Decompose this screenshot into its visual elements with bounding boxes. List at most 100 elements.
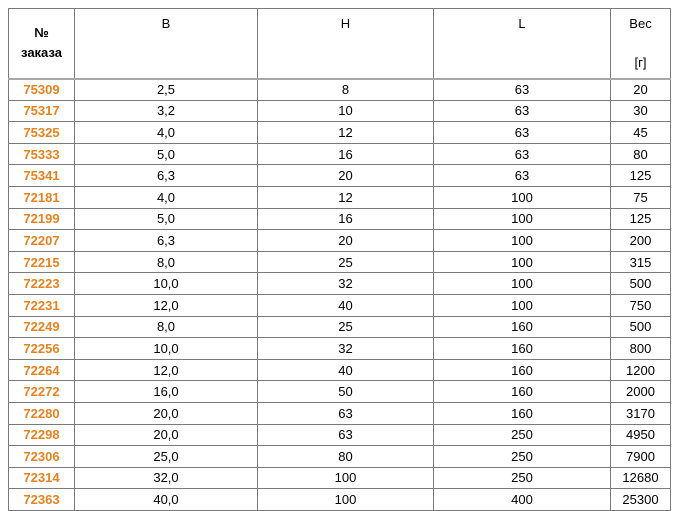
h-value-cell: 10	[257, 99, 434, 123]
weight-value-cell: 30	[610, 99, 671, 123]
weight-value-cell: 200	[610, 229, 671, 252]
b-value-cell: 3,2	[74, 99, 258, 123]
weight-value-cell: 25300	[610, 488, 671, 511]
col-header-order-number: № заказа	[8, 8, 75, 80]
order-number-cell[interactable]: 75309	[8, 78, 75, 101]
order-number-cell[interactable]: 72280	[8, 401, 75, 425]
b-value-cell: 10,0	[74, 337, 258, 360]
table-row: 72215 8,0 25 100 315	[8, 250, 671, 274]
order-number-cell[interactable]: 72363	[8, 488, 75, 511]
b-value-cell: 16,0	[74, 380, 258, 403]
table-row: 72207 6,3 20 100 200	[8, 229, 671, 252]
table-row: 72223 10,0 32 100 500	[8, 272, 671, 295]
table-row: 75341 6,3 20 63 125	[8, 164, 671, 187]
col-header-b: B	[74, 8, 258, 80]
order-number-cell[interactable]: 75341	[8, 164, 75, 187]
weight-value-cell: 500	[610, 315, 671, 339]
l-value-cell: 63	[433, 78, 611, 101]
col-header-order-line1: №	[34, 25, 49, 41]
weight-value-cell: 75	[610, 185, 671, 209]
b-value-cell: 20,0	[74, 401, 258, 425]
b-value-cell: 40,0	[74, 488, 258, 511]
b-value-cell: 6,3	[74, 164, 258, 187]
l-value-cell: 63	[433, 99, 611, 123]
l-value-cell: 100	[433, 293, 611, 317]
col-header-h: H	[257, 8, 434, 80]
b-value-cell: 8,0	[74, 250, 258, 274]
l-value-cell: 160	[433, 358, 611, 382]
l-value-cell: 63	[433, 121, 611, 144]
order-number-cell[interactable]: 72231	[8, 293, 75, 317]
weight-value-cell: 315	[610, 250, 671, 274]
h-value-cell: 25	[257, 315, 434, 339]
order-number-cell[interactable]: 72272	[8, 380, 75, 403]
l-value-cell: 100	[433, 250, 611, 274]
l-value-cell: 63	[433, 142, 611, 166]
l-value-cell: 250	[433, 466, 611, 490]
order-number-cell[interactable]: 72223	[8, 272, 75, 295]
b-value-cell: 10,0	[74, 272, 258, 295]
weight-value-cell: 80	[610, 142, 671, 166]
l-value-cell: 160	[433, 380, 611, 403]
weight-value-cell: 3170	[610, 401, 671, 425]
table-row: 72314 32,0 100 250 12680	[8, 466, 671, 490]
table-row: 72231 12,0 40 100 750	[8, 293, 671, 317]
weight-value-cell: 125	[610, 164, 671, 187]
h-value-cell: 63	[257, 401, 434, 425]
l-value-cell: 160	[433, 315, 611, 339]
h-value-cell: 16	[257, 142, 434, 166]
b-value-cell: 4,0	[74, 121, 258, 144]
l-value-cell: 400	[433, 488, 611, 511]
col-header-weight-label: Вес	[629, 16, 652, 31]
order-number-cell[interactable]: 72306	[8, 445, 75, 468]
weight-value-cell: 500	[610, 272, 671, 295]
table-row: 72363 40,0 100 400 25300	[8, 488, 671, 511]
table-body: 75309 2,5 8 63 20 75317 3,2 10 63 30 75325 4,0 12 63 4…	[8, 78, 671, 511]
order-number-cell[interactable]: 72215	[8, 250, 75, 274]
b-value-cell: 20,0	[74, 423, 258, 447]
order-number-cell[interactable]: 72181	[8, 185, 75, 209]
table-row: 75333 5,0 16 63 80	[8, 142, 671, 166]
header-row: № заказа B H L Вес [г]	[8, 8, 671, 80]
h-value-cell: 20	[257, 164, 434, 187]
table-row: 72298 20,0 63 250 4950	[8, 423, 671, 447]
h-value-cell: 100	[257, 488, 434, 511]
weight-value-cell: 4950	[610, 423, 671, 447]
order-number-cell[interactable]: 72264	[8, 358, 75, 382]
table-row: 72306 25,0 80 250 7900	[8, 445, 671, 468]
weight-value-cell: 2000	[610, 380, 671, 403]
b-value-cell: 12,0	[74, 358, 258, 382]
order-number-cell[interactable]: 72256	[8, 337, 75, 360]
l-value-cell: 250	[433, 423, 611, 447]
b-value-cell: 6,3	[74, 229, 258, 252]
order-number-cell[interactable]: 72314	[8, 466, 75, 490]
weight-value-cell: 1200	[610, 358, 671, 382]
col-header-l: L	[433, 8, 611, 80]
weight-value-cell: 12680	[610, 466, 671, 490]
h-value-cell: 12	[257, 185, 434, 209]
order-number-cell[interactable]: 72207	[8, 229, 75, 252]
l-value-cell: 160	[433, 401, 611, 425]
table-row: 72272 16,0 50 160 2000	[8, 380, 671, 403]
table-row: 75325 4,0 12 63 45	[8, 121, 671, 144]
order-number-cell[interactable]: 72199	[8, 207, 75, 231]
l-value-cell: 100	[433, 185, 611, 209]
order-number-cell[interactable]: 72249	[8, 315, 75, 339]
h-value-cell: 8	[257, 78, 434, 101]
order-number-cell[interactable]: 75325	[8, 121, 75, 144]
table-row: 72280 20,0 63 160 3170	[8, 401, 671, 425]
order-number-cell[interactable]: 75333	[8, 142, 75, 166]
table-row: 72249 8,0 25 160 500	[8, 315, 671, 339]
order-number-cell[interactable]: 72298	[8, 423, 75, 447]
weight-value-cell: 750	[610, 293, 671, 317]
table-row: 75317 3,2 10 63 30	[8, 99, 671, 123]
h-value-cell: 12	[257, 121, 434, 144]
b-value-cell: 5,0	[74, 207, 258, 231]
h-value-cell: 40	[257, 293, 434, 317]
table-row: 75309 2,5 8 63 20	[8, 78, 671, 101]
order-number-cell[interactable]: 75317	[8, 99, 75, 123]
b-value-cell: 5,0	[74, 142, 258, 166]
h-value-cell: 32	[257, 337, 434, 360]
b-value-cell: 8,0	[74, 315, 258, 339]
weight-value-cell: 7900	[610, 445, 671, 468]
